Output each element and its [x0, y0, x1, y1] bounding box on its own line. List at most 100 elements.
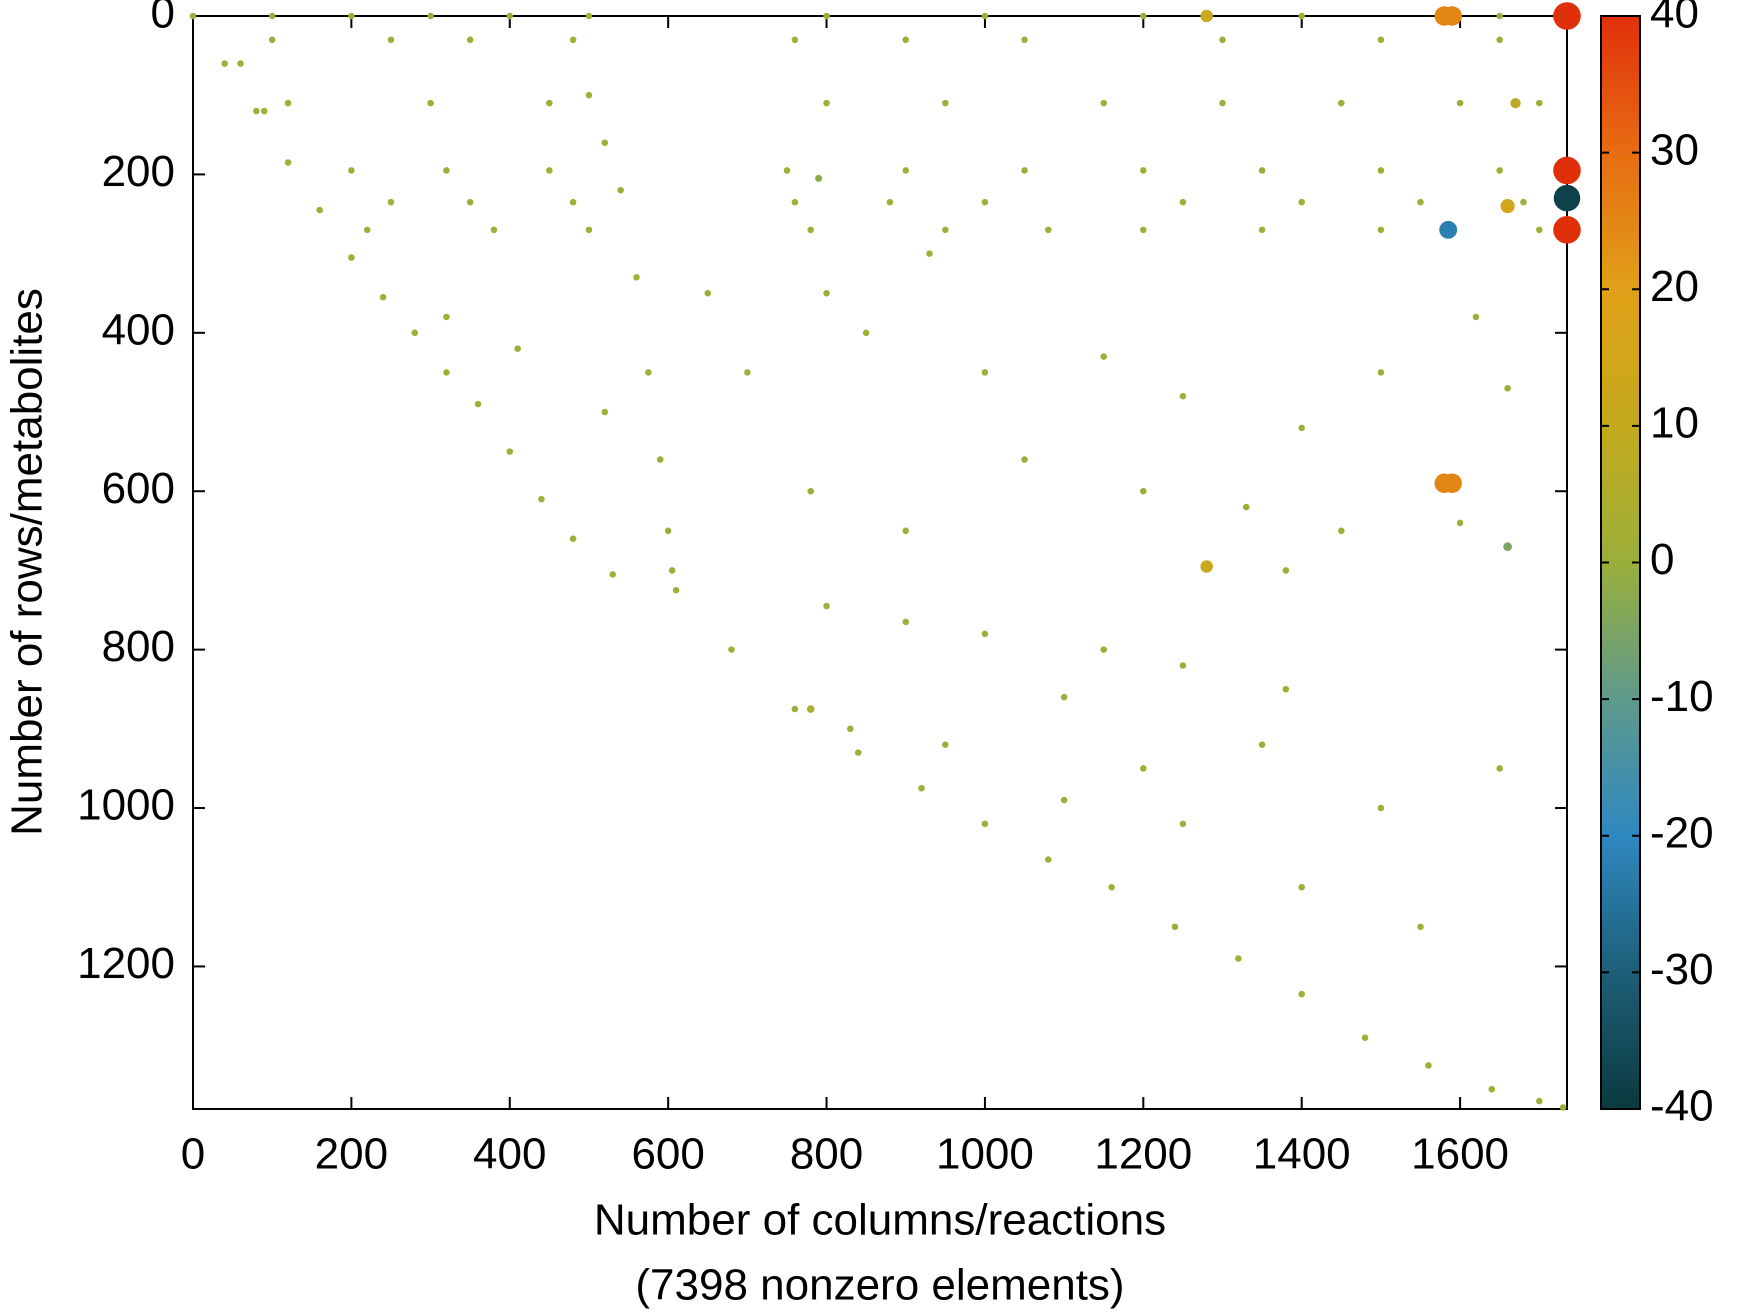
nonzero-point	[1500, 199, 1515, 214]
nonzero-point	[466, 198, 474, 206]
nonzero-point	[862, 329, 870, 337]
nonzero-point	[672, 586, 680, 594]
y-axis-label: Number of rows/metabolites	[3, 288, 52, 836]
x-tick-label: 800	[790, 1130, 863, 1179]
nonzero-point	[585, 226, 593, 234]
nonzero-point	[981, 198, 989, 206]
nonzero-point	[1219, 36, 1226, 44]
nonzero-point	[546, 167, 553, 174]
nonzero-point	[569, 535, 577, 543]
colorbar-tick-label: 0	[1650, 535, 1674, 584]
y-tick-label: 200	[102, 147, 175, 196]
nonzero-point	[1442, 473, 1462, 494]
nonzero-point	[585, 91, 593, 99]
nonzero-point	[1536, 226, 1543, 234]
nonzero-point	[902, 618, 910, 626]
nonzero-point	[585, 12, 593, 20]
nonzero-point	[981, 369, 989, 376]
nonzero-point	[1021, 456, 1028, 463]
nonzero-point	[981, 820, 989, 828]
nonzero-point	[791, 36, 799, 44]
colorbar-tick-label: -20	[1650, 808, 1714, 857]
nonzero-point	[783, 167, 791, 174]
nonzero-point	[1496, 36, 1503, 44]
nonzero-point	[1472, 313, 1480, 321]
colorbar-tick-label: 30	[1650, 125, 1699, 174]
colorbar-tick-label: 20	[1650, 262, 1699, 311]
plot-frame	[192, 15, 1568, 1110]
x-tick-label: 1000	[936, 1130, 1034, 1179]
nonzero-point	[1100, 646, 1107, 653]
nonzero-point	[1060, 796, 1068, 804]
nonzero-point	[1140, 12, 1147, 20]
nonzero-point	[1510, 97, 1521, 109]
nonzero-point	[1179, 392, 1187, 400]
nonzero-point	[1553, 156, 1581, 185]
nonzero-point	[427, 12, 434, 20]
x-tick-label: 1400	[1253, 1130, 1351, 1179]
nonzero-point	[443, 167, 450, 174]
nonzero-point	[902, 167, 910, 174]
nonzero-point	[466, 36, 474, 44]
nonzero-point	[1536, 99, 1543, 107]
y-tick-label: 0	[151, 0, 175, 38]
nonzero-point	[1258, 226, 1266, 234]
nonzero-point	[1100, 99, 1107, 107]
nonzero-point	[704, 289, 712, 297]
nonzero-point	[1021, 36, 1028, 44]
nonzero-point	[854, 749, 862, 756]
nonzero-point	[1282, 685, 1290, 693]
nonzero-point	[284, 159, 292, 166]
nonzero-point	[823, 602, 830, 610]
nonzero-point	[1108, 883, 1115, 891]
y-tick-label: 1200	[77, 939, 175, 988]
nonzero-point	[744, 369, 751, 376]
nonzero-point	[268, 12, 276, 20]
nonzero-point	[1488, 1085, 1496, 1093]
colorbar-tick-label: -30	[1650, 945, 1714, 994]
nonzero-point	[601, 139, 609, 146]
nonzero-point	[1258, 741, 1266, 748]
nonzero-point	[601, 408, 609, 416]
nonzero-point	[348, 254, 355, 261]
nonzero-point	[668, 567, 676, 574]
nonzero-point	[1045, 226, 1052, 234]
nonzero-point	[253, 107, 260, 115]
nonzero-point	[847, 725, 854, 733]
nonzero-point	[1298, 424, 1305, 432]
y-tick-label: 800	[102, 622, 175, 671]
nonzero-point	[506, 12, 514, 20]
nonzero-point	[807, 487, 814, 495]
nonzero-point	[1377, 167, 1385, 174]
nonzero-point	[1377, 804, 1385, 812]
nonzero-point	[1553, 216, 1581, 244]
nonzero-point	[1338, 99, 1345, 107]
x-tick-label: 0	[181, 1130, 205, 1179]
nonzero-point	[807, 226, 814, 234]
nonzero-point	[189, 12, 197, 20]
nonzero-point	[1235, 955, 1242, 962]
nonzero-point	[1298, 12, 1305, 20]
nonzero-point	[348, 12, 355, 20]
colorbar-tick-label: 10	[1650, 399, 1699, 448]
nonzero-point	[1140, 167, 1147, 174]
nonzero-point	[1179, 198, 1187, 206]
nonzero-point	[443, 313, 450, 321]
nonzero-point	[1200, 560, 1213, 573]
nonzero-point	[1425, 1062, 1432, 1069]
nonzero-point	[1140, 765, 1147, 772]
nonzero-point	[1298, 883, 1305, 891]
nonzero-point	[1559, 1104, 1567, 1111]
nonzero-point	[1171, 923, 1179, 931]
colorbar-tick-label: -10	[1650, 672, 1714, 721]
nonzero-point	[806, 705, 815, 713]
nonzero-point	[474, 400, 482, 408]
nonzero-point	[823, 99, 830, 107]
nonzero-point	[1504, 384, 1511, 392]
nonzero-point	[609, 571, 616, 578]
nonzero-point	[656, 456, 664, 463]
nonzero-point	[1200, 9, 1213, 23]
nonzero-point	[1417, 923, 1424, 931]
nonzero-point	[379, 293, 387, 301]
